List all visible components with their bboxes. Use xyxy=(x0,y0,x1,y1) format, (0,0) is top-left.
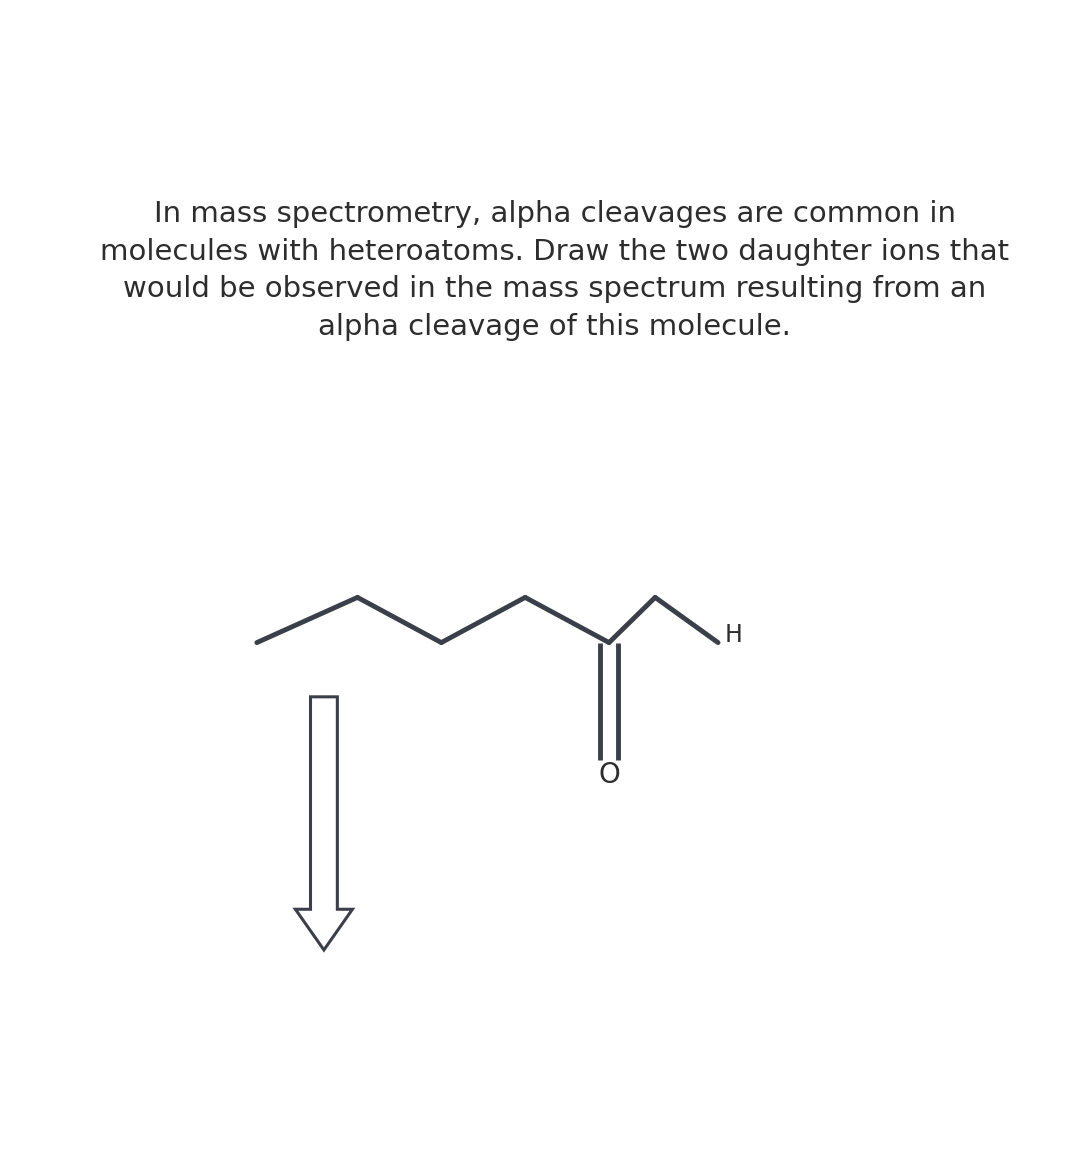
Text: H: H xyxy=(725,623,742,647)
Text: In mass spectrometry, alpha cleavages are common in
molecules with heteroatoms. : In mass spectrometry, alpha cleavages ar… xyxy=(100,200,1010,342)
Text: O: O xyxy=(598,762,620,789)
